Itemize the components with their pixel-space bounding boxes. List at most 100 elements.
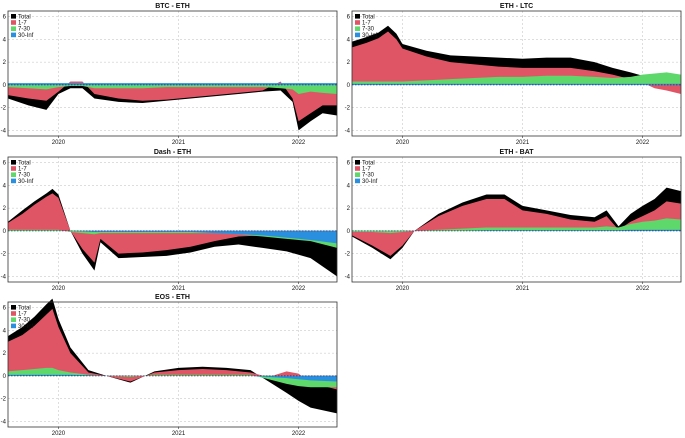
y-tick-label: 4 — [3, 183, 7, 189]
legend-swatch — [11, 14, 16, 19]
y-tick-label: -4 — [345, 128, 351, 134]
y-tick-label: -4 — [1, 274, 7, 280]
y-tick-label: 4 — [347, 183, 351, 189]
plot-frame — [7, 10, 338, 137]
series-area-7-30 — [352, 218, 681, 234]
y-tick-label: 0 — [3, 83, 7, 89]
series-area-7-30 — [8, 84, 337, 94]
panel-2: Dash - ETH -4 -2 0 2 4 6 2020 2021 2022 Total1-77-… — [1, 149, 338, 292]
panel-title: BTC - ETH — [155, 3, 190, 10]
legend-label: 7-30 — [18, 318, 31, 324]
legend-label: 7-30 — [18, 173, 31, 179]
legend-swatch — [355, 160, 360, 165]
y-tick-label: 0 — [347, 229, 351, 235]
y-tick-label: -4 — [345, 274, 351, 280]
y-tick-label: 0 — [3, 229, 7, 235]
y-tick-label: 2 — [347, 60, 351, 66]
x-tick-label: 2021 — [516, 286, 530, 292]
plot-frame — [351, 156, 682, 283]
x-tick-label: 2020 — [52, 140, 66, 146]
y-tick-label: 2 — [3, 60, 7, 66]
panel-1: ETH - LTC -4 -2 0 2 4 6 2020 2021 2022 Total1-77-3… — [345, 3, 682, 146]
y-tick-label: 0 — [3, 374, 7, 380]
legend-swatch — [355, 178, 360, 184]
legend-swatch — [11, 160, 16, 165]
legend-label: 30-Inf — [18, 179, 34, 185]
y-tick-label: -4 — [1, 128, 7, 134]
y-tick-label: -2 — [345, 252, 351, 258]
x-tick-label: 2022 — [292, 286, 306, 292]
legend-label: 1-7 — [362, 167, 371, 173]
panel-title: EOS - ETH — [155, 294, 190, 301]
x-tick-label: 2020 — [396, 140, 410, 146]
series-area-7-30 — [352, 72, 681, 85]
y-tick-label: -4 — [1, 419, 7, 425]
legend-label: 7-30 — [362, 27, 375, 33]
x-tick-label: 2020 — [52, 286, 66, 292]
x-tick-label: 2020 — [396, 286, 410, 292]
legend-label: 30-Inf — [18, 33, 34, 39]
x-tick-label: 2022 — [292, 140, 306, 146]
x-tick-label: 2021 — [516, 140, 530, 146]
y-tick-label: 4 — [347, 37, 351, 43]
legend-swatch — [11, 317, 16, 322]
legend-swatch — [355, 26, 360, 31]
legend-label: 1-7 — [18, 312, 27, 318]
y-tick-label: -2 — [1, 397, 7, 403]
y-tick-label: -2 — [1, 252, 7, 258]
legend-label: 1-7 — [362, 21, 371, 27]
y-tick-label: 4 — [3, 328, 7, 334]
y-tick-label: 4 — [3, 37, 7, 43]
y-tick-label: 6 — [347, 161, 351, 167]
panel-4: EOS - ETH -4 -2 0 2 4 6 2020 2021 2022 Total1-77-3… — [1, 294, 338, 437]
legend-swatch — [355, 14, 360, 19]
x-tick-label: 2021 — [172, 431, 186, 437]
y-tick-label: -2 — [1, 106, 7, 112]
legend-label: Total — [362, 160, 375, 166]
legend-label: Total — [362, 14, 375, 20]
series-area-1-7 — [8, 193, 337, 263]
panel-title: Dash - ETH — [154, 149, 191, 156]
legend-label: 7-30 — [362, 173, 375, 179]
y-tick-label: 6 — [3, 306, 7, 312]
panel-title: ETH - LTC — [500, 3, 533, 10]
series-area-30-inf — [8, 230, 337, 244]
legend-label: 30-Inf — [18, 324, 34, 330]
x-tick-label: 2022 — [292, 431, 306, 437]
legend-swatch — [355, 166, 360, 171]
series-area-total — [8, 298, 337, 414]
plot-frame — [7, 156, 338, 283]
legend-swatch — [355, 172, 360, 177]
y-tick-label: 2 — [347, 206, 351, 212]
legend-swatch — [11, 166, 16, 171]
series-area-30-inf — [8, 374, 337, 382]
legend-swatch — [11, 305, 16, 310]
legend-label: 1-7 — [18, 167, 27, 173]
series-area-7-30 — [8, 367, 337, 388]
legend-swatch — [11, 26, 16, 31]
legend-swatch — [355, 32, 360, 38]
series-area-30-inf — [8, 83, 337, 85]
legend-label: Total — [18, 305, 31, 311]
legend-label: 7-30 — [18, 27, 31, 33]
y-tick-label: 6 — [3, 15, 7, 21]
y-tick-label: -2 — [345, 106, 351, 112]
x-tick-label: 2022 — [636, 140, 650, 146]
y-tick-label: 6 — [347, 15, 351, 21]
legend-swatch — [11, 20, 16, 25]
legend-swatch — [355, 20, 360, 25]
legend-swatch — [11, 172, 16, 177]
plot-frame — [7, 301, 338, 428]
y-tick-label: 0 — [347, 83, 351, 89]
legend-swatch — [11, 178, 16, 184]
panel-0: BTC - ETH -4 -2 0 2 4 6 2020 2021 2022 Total1-77-3… — [1, 3, 338, 146]
legend-label: 30-Inf — [362, 179, 378, 185]
legend-label: 30-Inf — [362, 33, 378, 39]
x-tick-label: 2021 — [172, 140, 186, 146]
legend-label: Total — [18, 14, 31, 20]
